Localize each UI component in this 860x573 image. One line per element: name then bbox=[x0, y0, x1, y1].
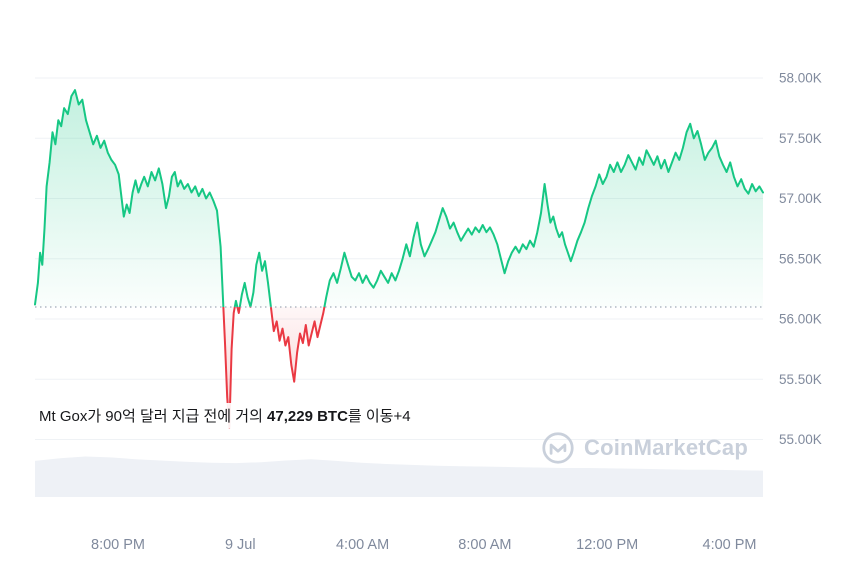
y-axis-label: 55.00K bbox=[779, 432, 822, 447]
volume-area bbox=[35, 456, 763, 497]
y-axis-label: 56.00K bbox=[779, 312, 822, 327]
x-axis-label: 12:00 PM bbox=[576, 537, 638, 553]
annotation-text-prefix: Mt Gox가 90억 달러 지급 전에 거의 bbox=[39, 408, 268, 425]
x-axis-label: 4:00 PM bbox=[703, 537, 757, 553]
y-axis-label: 55.50K bbox=[779, 372, 822, 387]
annotation-text-suffix: 를 이동+4 bbox=[347, 408, 411, 425]
news-annotation[interactable]: Mt Gox가 90억 달러 지급 전에 거의 47,229 BTC를 이동+4 bbox=[36, 403, 414, 428]
x-axis-label: 8:00 AM bbox=[458, 537, 511, 553]
x-axis-label: 8:00 PM bbox=[91, 537, 145, 553]
price-line-up bbox=[34, 89, 764, 307]
y-axis-label: 58.00K bbox=[779, 71, 822, 86]
annotation-text-bold: 47,229 BTC bbox=[267, 408, 348, 425]
x-axis-label: 9 Jul bbox=[225, 537, 256, 553]
y-axis-label: 57.50K bbox=[779, 131, 822, 146]
x-axis-label: 4:00 AM bbox=[336, 537, 389, 553]
y-axis-label: 57.00K bbox=[779, 191, 822, 206]
y-axis-label: 56.50K bbox=[779, 251, 822, 266]
price-area-up bbox=[35, 90, 763, 307]
